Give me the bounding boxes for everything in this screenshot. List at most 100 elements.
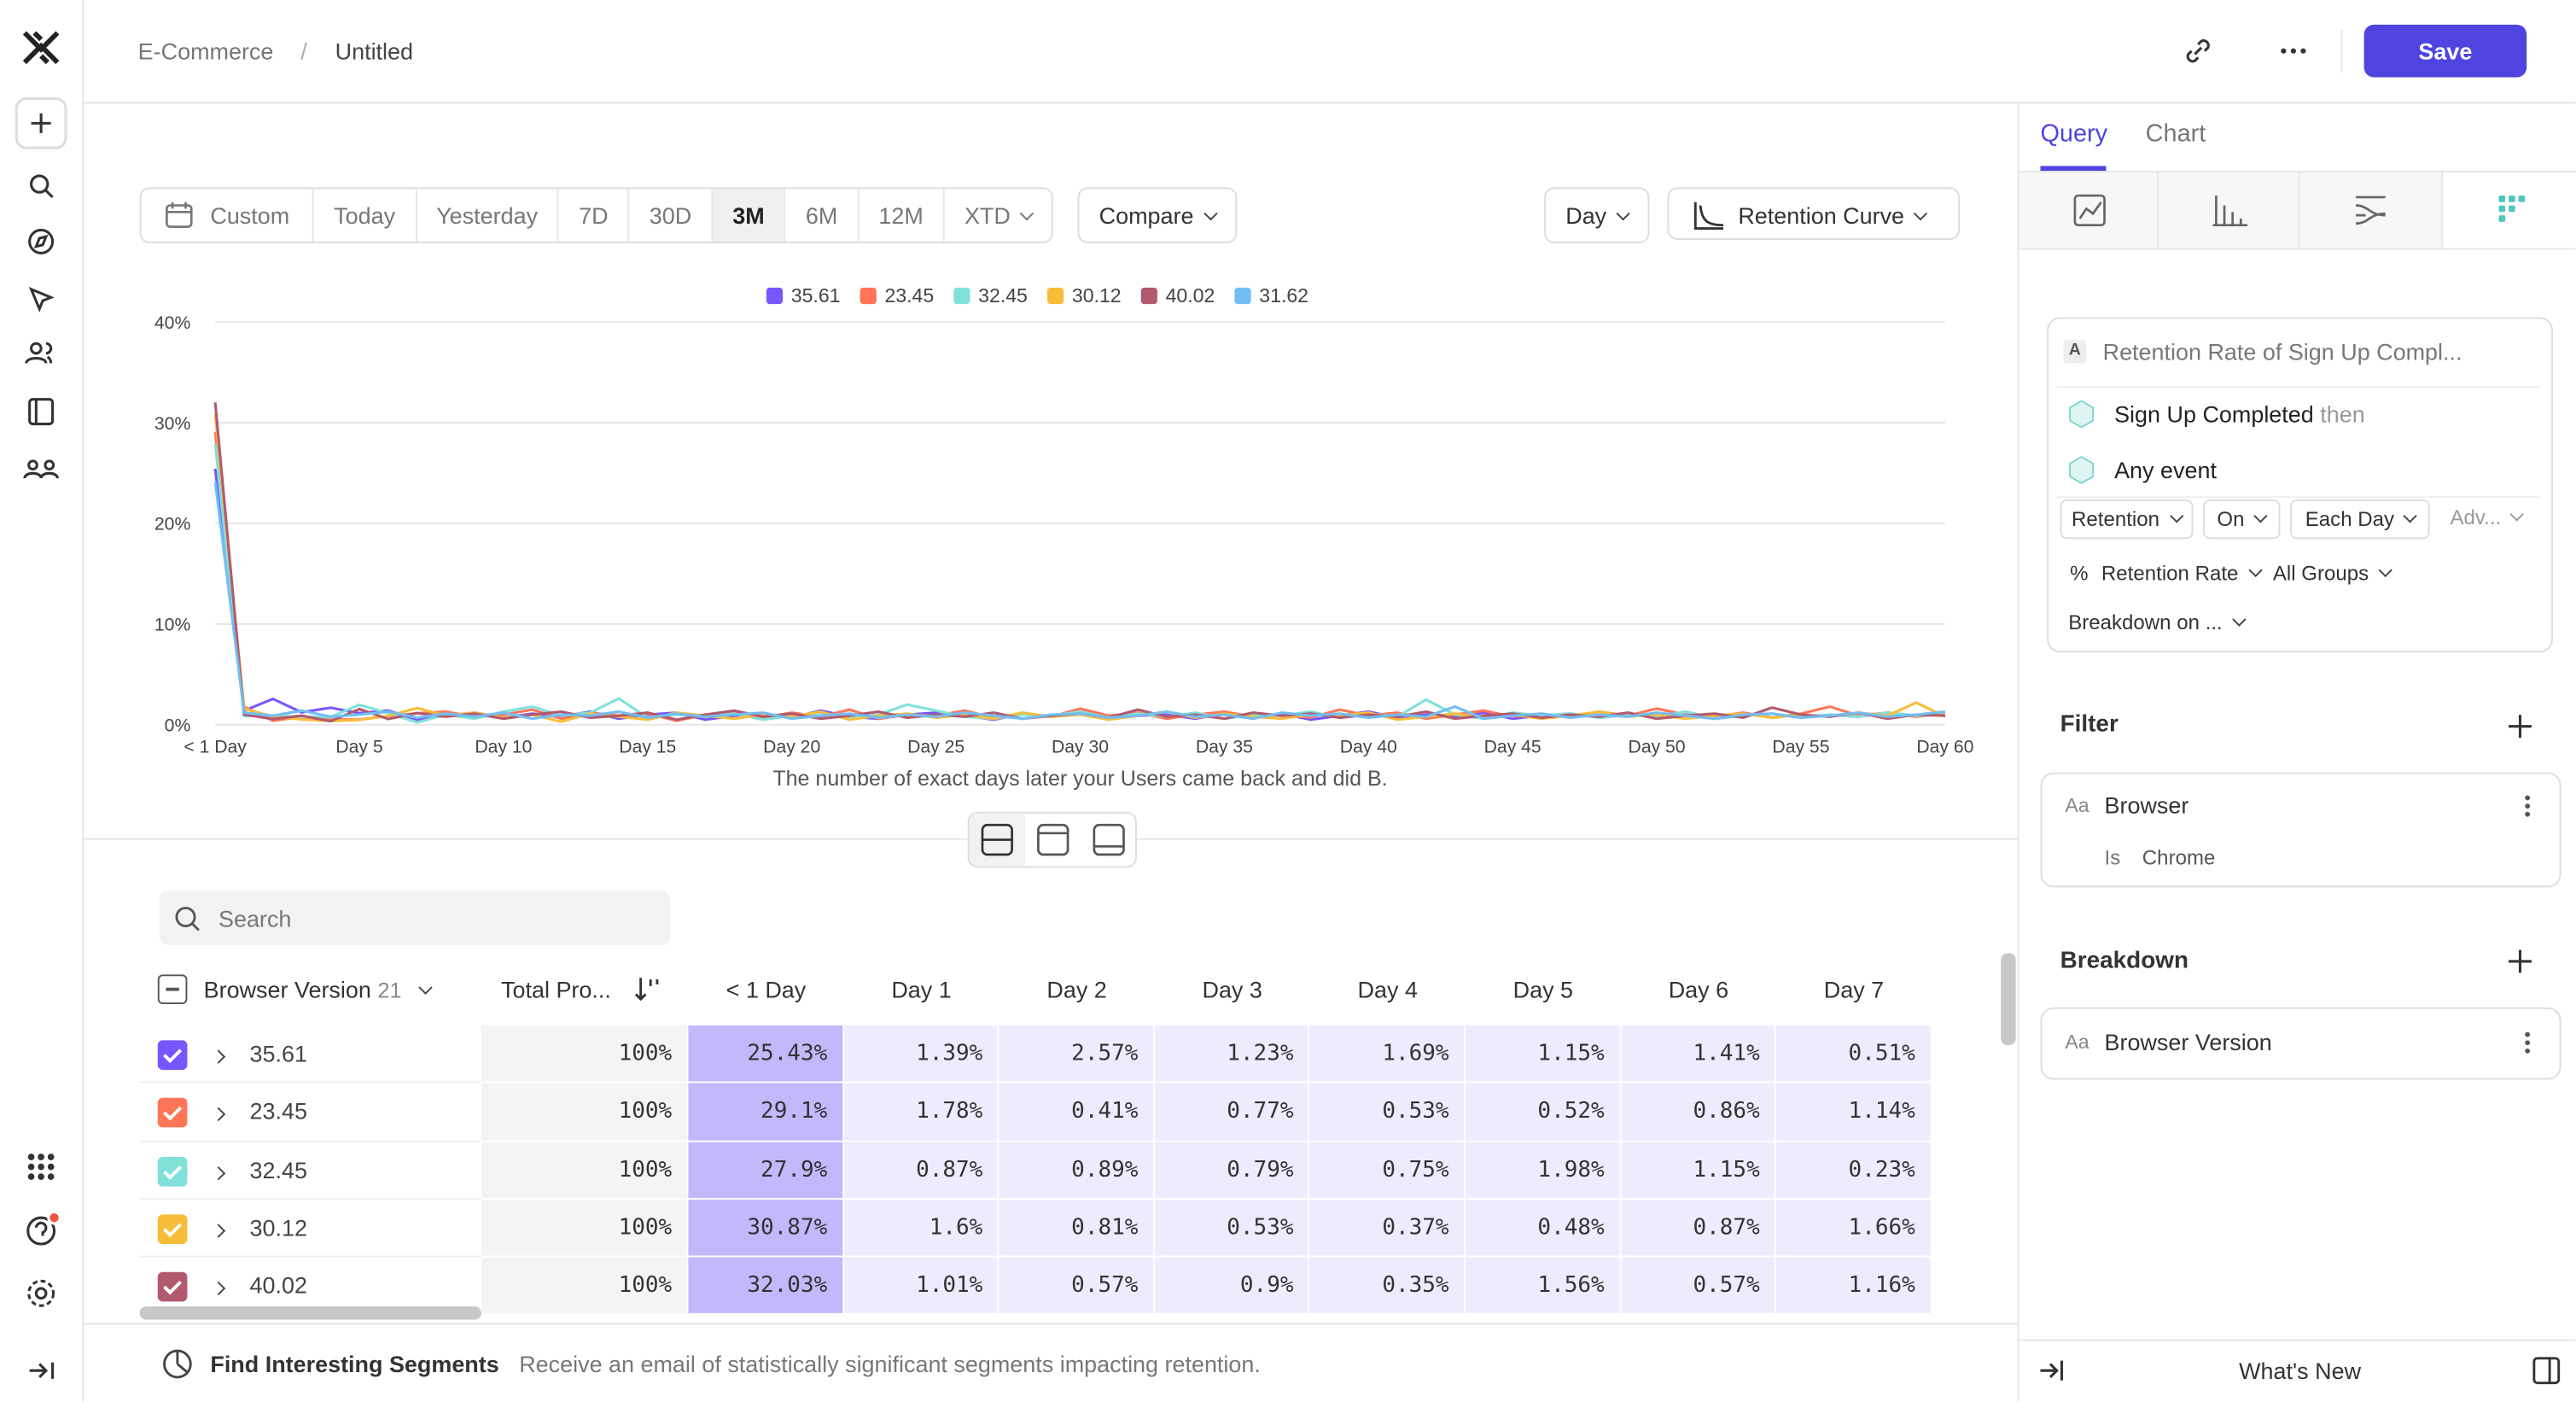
expand-chevron[interactable]	[211, 1165, 226, 1180]
layout-split[interactable]	[969, 813, 1026, 867]
vertical-scrollbar[interactable]	[2001, 953, 2016, 1046]
date-range-option[interactable]: 3M	[711, 189, 784, 242]
metric-name[interactable]: Retention Rate of Sign Up Compl...	[2102, 338, 2462, 365]
column-header[interactable]: Day 4	[1310, 961, 1466, 1019]
whats-new[interactable]: What's New	[2239, 1357, 2362, 1384]
select-all-checkbox[interactable]	[157, 974, 188, 1004]
column-header[interactable]: Day 3	[1155, 961, 1310, 1019]
compare-button[interactable]: Compare	[1077, 187, 1237, 243]
event-second[interactable]: Any event	[2114, 457, 2217, 483]
row-checkbox[interactable]	[157, 1098, 188, 1128]
cursor-icon[interactable]	[28, 286, 55, 313]
date-range-option[interactable]: XTD	[942, 189, 1052, 242]
measure-select[interactable]: Retention Rate	[2101, 557, 2262, 593]
cohort-icon[interactable]	[27, 459, 38, 471]
expand-icon[interactable]	[29, 1362, 55, 1379]
date-range-option[interactable]: 7D	[557, 189, 628, 242]
tab-query[interactable]: Query	[2040, 120, 2108, 149]
table-cell: 1.56%	[1465, 1257, 1619, 1314]
event-first[interactable]: Sign Up Completed then	[2114, 398, 2365, 430]
filter-menu[interactable]	[2525, 803, 2531, 809]
save-button[interactable]: Save	[2363, 24, 2527, 78]
breakdown-on-select[interactable]: Breakdown on ...	[2068, 606, 2247, 639]
legend-swatch[interactable]	[1046, 287, 1064, 305]
toggle-panel[interactable]	[2532, 1356, 2561, 1386]
option-select[interactable]: Retention	[2060, 499, 2193, 540]
date-range-option[interactable]: Today	[312, 189, 415, 242]
filter-card[interactable]	[2040, 772, 2561, 888]
layout-table[interactable]	[1081, 814, 1135, 867]
header	[84, 0, 2576, 104]
table-cell: 0.57%	[1620, 1257, 1775, 1314]
insights-type[interactable]	[2019, 172, 2159, 248]
column-header[interactable]: Day 2	[1000, 961, 1155, 1019]
group-select[interactable]: All Groups	[2273, 557, 2392, 593]
flows-type[interactable]	[2300, 172, 2443, 248]
sort-icon[interactable]	[634, 976, 661, 1002]
expand-chevron[interactable]	[211, 1224, 226, 1238]
column-header[interactable]: Day 1	[844, 961, 1000, 1019]
help-icon[interactable]	[26, 1216, 56, 1246]
table-cell: 1.69%	[1309, 1025, 1464, 1083]
column-header[interactable]: Day 7	[1776, 961, 1932, 1019]
settings-icon[interactable]	[34, 1287, 48, 1300]
option-select[interactable]: Adv...	[2440, 499, 2532, 539]
breakdown-menu[interactable]	[2525, 1040, 2531, 1046]
funnels-type[interactable]	[2159, 172, 2301, 248]
row-checkbox[interactable]	[157, 1156, 188, 1186]
table-cell: 0.79%	[1154, 1141, 1308, 1198]
date-range-option[interactable]: 30D	[627, 189, 712, 242]
users-icon[interactable]	[30, 342, 43, 355]
link-button[interactable]	[2182, 34, 2214, 67]
layout-chart[interactable]	[1025, 814, 1081, 867]
row-checkbox[interactable]	[157, 1040, 188, 1070]
date-range-option[interactable]: Custom	[142, 189, 313, 242]
filter-operator[interactable]: Is	[2104, 846, 2121, 870]
more-button[interactable]	[2277, 34, 2310, 67]
option-label: Each Day	[2305, 507, 2395, 531]
legend-swatch[interactable]	[860, 287, 877, 305]
retention-type[interactable]	[2442, 172, 2575, 248]
column-header[interactable]: Total Pro...	[481, 961, 689, 1019]
row-checkbox[interactable]	[157, 1272, 188, 1302]
search-icon[interactable]	[30, 174, 50, 194]
logo[interactable]	[22, 31, 60, 65]
add-filter[interactable]	[2507, 713, 2533, 739]
breadcrumb-current[interactable]: Untitled	[335, 38, 414, 65]
expand-chevron[interactable]	[211, 1107, 226, 1122]
column-header[interactable]: Day 5	[1466, 961, 1621, 1019]
tab-chart[interactable]: Chart	[2145, 120, 2206, 149]
interval-select[interactable]: Day	[1544, 187, 1650, 243]
search-box[interactable]: Search	[159, 891, 671, 945]
filter-value[interactable]: Chrome	[2142, 846, 2216, 870]
row-checkbox[interactable]	[157, 1214, 188, 1244]
option-select[interactable]: On	[2202, 499, 2281, 540]
column-header[interactable]: Day 6	[1621, 961, 1776, 1019]
apps-icon[interactable]	[27, 1154, 55, 1180]
explore-icon[interactable]	[28, 228, 55, 254]
chart-type-select[interactable]: Retention Curve	[1667, 187, 1961, 241]
date-range-option[interactable]: Yesterday	[415, 189, 557, 242]
x-tick-label: Day 40	[1340, 738, 1397, 757]
dash	[166, 987, 179, 990]
horizontal-scrollbar[interactable]	[139, 1306, 481, 1320]
column-header[interactable]: < 1 Day	[688, 961, 843, 1019]
footer-title[interactable]: Find Interesting Segments	[210, 1351, 499, 1377]
date-range-option[interactable]: 6M	[784, 189, 858, 242]
legend-swatch[interactable]	[1140, 287, 1157, 305]
date-range-option[interactable]: 12M	[857, 189, 943, 242]
column-header[interactable]: Browser Version 21	[140, 961, 481, 1019]
legend-swatch[interactable]	[766, 287, 784, 305]
option-select[interactable]: Each Day	[2290, 499, 2431, 540]
breadcrumb-parent[interactable]: E-Commerce	[137, 38, 274, 65]
breakdown-card[interactable]	[2040, 1007, 2561, 1080]
legend-swatch[interactable]	[953, 287, 970, 305]
expand-chevron[interactable]	[211, 1282, 226, 1296]
new-button[interactable]	[15, 96, 67, 149]
expand-chevron[interactable]	[211, 1049, 226, 1064]
collapse-panel[interactable]	[2037, 1356, 2067, 1386]
board-icon[interactable]	[28, 398, 55, 426]
add-breakdown[interactable]	[2507, 949, 2533, 975]
legend-swatch[interactable]	[1234, 287, 1251, 305]
column-title: Day 2	[1046, 976, 1107, 1003]
